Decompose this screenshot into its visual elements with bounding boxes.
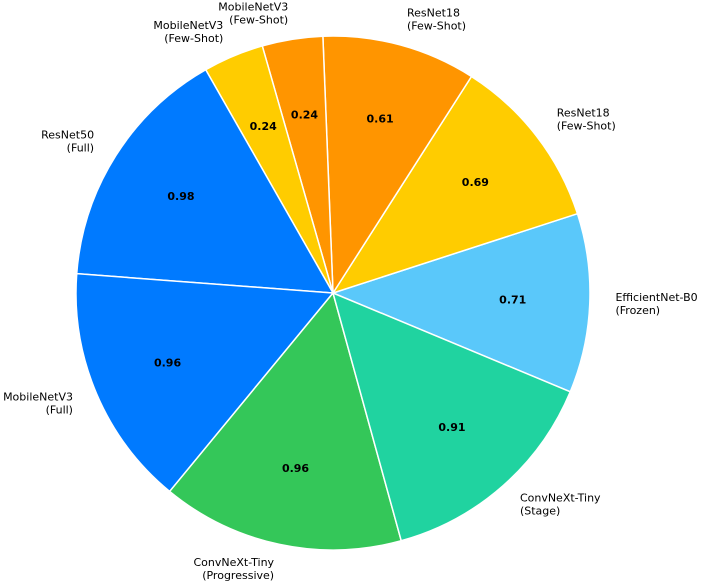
pie-slice bbox=[75, 272, 335, 493]
pie-slice bbox=[330, 212, 591, 393]
category-label: ConvNeXt-Tiny (Progressive) bbox=[193, 556, 274, 582]
value-label: 0.69 bbox=[462, 176, 489, 189]
category-label: MobileNetV3 (Few-Shot) bbox=[153, 19, 223, 45]
pie-slice bbox=[322, 35, 473, 296]
category-label: MobileNetV3 (Full) bbox=[3, 390, 73, 416]
pie-slice bbox=[331, 291, 572, 542]
value-label: 0.96 bbox=[282, 462, 309, 475]
value-label: 0.98 bbox=[167, 190, 194, 203]
value-label: 0.71 bbox=[499, 293, 526, 306]
category-label: EfficientNet-B0 (Frozen) bbox=[615, 291, 697, 317]
category-label: MobileNetV3 (Few-Shot) bbox=[218, 0, 288, 26]
pie-slice bbox=[331, 75, 579, 295]
category-label: ConvNeXt-Tiny (Stage) bbox=[520, 492, 601, 518]
value-label: 0.96 bbox=[154, 357, 181, 370]
pie-slice bbox=[75, 68, 335, 294]
category-label: ResNet18 (Few-Shot) bbox=[557, 107, 616, 133]
category-label: ResNet50 (Full) bbox=[41, 128, 94, 154]
value-label: 0.91 bbox=[438, 421, 465, 434]
pie-slice bbox=[168, 291, 403, 551]
value-label: 0.24 bbox=[250, 120, 277, 133]
value-label: 0.24 bbox=[291, 108, 318, 121]
value-label: 0.61 bbox=[367, 112, 394, 125]
category-label: ResNet18 (Few-Shot) bbox=[407, 7, 466, 33]
